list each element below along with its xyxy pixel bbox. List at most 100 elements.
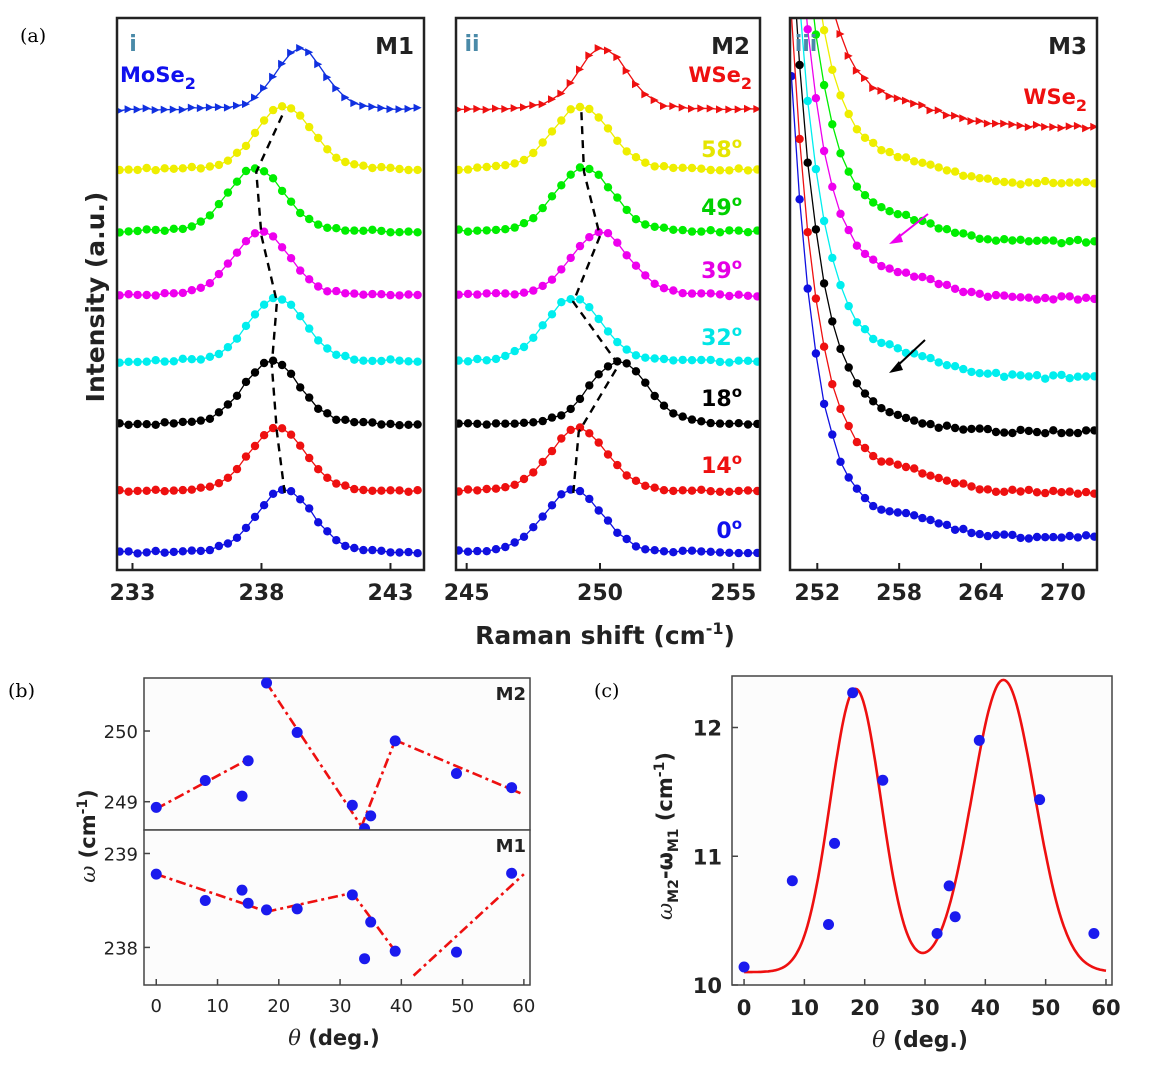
spectrum-point — [1065, 292, 1074, 301]
spectrum-point — [187, 286, 196, 295]
ref-marker — [566, 79, 575, 88]
data-point — [506, 867, 518, 879]
spectrum-point — [650, 391, 659, 401]
spectrum-point — [1041, 429, 1050, 438]
spectrum-point — [715, 228, 725, 237]
spectrum-point — [844, 421, 853, 431]
ref-marker — [877, 86, 886, 95]
spectrum-point — [650, 483, 659, 492]
ref-marker — [861, 74, 870, 83]
x-tick-label: 238 — [239, 581, 285, 606]
data-point — [150, 801, 162, 813]
spectrum-point — [178, 417, 187, 427]
ref-marker — [893, 94, 902, 103]
spectrum-point — [860, 389, 870, 398]
spectrum-point — [659, 354, 669, 364]
spectrum-point — [386, 486, 395, 495]
ref-marker — [160, 105, 169, 114]
spectrum-point — [803, 96, 812, 106]
spectrum-point — [950, 479, 960, 488]
ref-marker — [688, 104, 696, 113]
spectrum-point — [725, 291, 734, 301]
spectrum-point — [1090, 372, 1097, 381]
spectrum-point — [1041, 176, 1050, 186]
spectrum-point — [687, 356, 697, 365]
spectrum-point — [538, 321, 547, 330]
spectrum-point — [885, 457, 894, 466]
spectrum-point — [259, 501, 269, 510]
spectra — [117, 43, 422, 558]
spectrum-point — [918, 419, 927, 428]
spectrum-point — [603, 124, 613, 133]
b-xlabel-theta: θ — [288, 1026, 301, 1050]
spectrum-point — [1081, 426, 1091, 435]
ref-marker — [622, 66, 631, 75]
spectrum-point — [613, 238, 622, 247]
ref-marker — [934, 106, 943, 115]
spectrum-point — [877, 457, 886, 466]
spectrum-point — [501, 483, 510, 492]
spectrum-point — [877, 404, 886, 413]
spectrum-point — [860, 191, 870, 200]
spectrum-point — [983, 424, 992, 434]
spectrum-point — [305, 122, 314, 132]
spectrum-point — [659, 284, 669, 293]
spectrum-point — [967, 367, 976, 377]
spectrum-point — [395, 164, 404, 174]
ref-marker — [133, 105, 142, 114]
data-point — [786, 875, 798, 887]
spectrum-point — [697, 289, 706, 298]
spectrum-point — [377, 546, 386, 555]
spectrum-point — [277, 243, 287, 252]
spectrum-line-0 — [119, 489, 418, 555]
spectrum-point — [877, 203, 886, 212]
spectrum-point — [296, 111, 305, 120]
spectrum-point — [368, 486, 377, 495]
spectrum-point — [529, 523, 538, 532]
x-tick-label: 250 — [577, 581, 623, 606]
spectrum-point — [753, 357, 760, 366]
spectrum-point — [852, 484, 862, 493]
spectrum-point — [482, 162, 491, 172]
x-tick-label: 30 — [329, 996, 352, 1017]
ref-marker — [576, 65, 584, 74]
spectrum-point — [697, 355, 706, 365]
ref-marker — [604, 46, 612, 55]
spectrum-line-2 — [119, 360, 418, 426]
ref-marker — [386, 105, 395, 114]
spectrum-point — [463, 547, 473, 556]
x-tick-label: 10 — [790, 996, 819, 1020]
spectrum-point — [268, 232, 278, 241]
spectrum-point — [286, 104, 296, 113]
spectrum-point — [214, 160, 224, 170]
spectrum-point — [1024, 372, 1034, 381]
spectrum-point — [519, 288, 529, 297]
ref-marker — [706, 104, 715, 113]
data-point — [291, 726, 303, 738]
spectrum-point — [983, 235, 992, 244]
spectrum-point — [341, 541, 350, 551]
spectrum-point — [241, 523, 251, 533]
x-tick-label: 243 — [367, 581, 413, 606]
spectrum-point — [650, 546, 659, 555]
spectrum-point — [575, 423, 585, 432]
x-tick-label: 252 — [794, 581, 840, 606]
spectrum-point — [975, 369, 984, 378]
spectrum-point — [852, 125, 862, 134]
spectrum-point — [413, 420, 422, 429]
b-x-axis-label: θ (deg.) — [288, 1026, 379, 1050]
spectrum-point — [413, 486, 422, 495]
spectrum-point — [341, 415, 350, 424]
spectrum-point — [869, 451, 878, 461]
spectrum-point — [482, 547, 491, 556]
x-tick-label: 270 — [1040, 581, 1086, 606]
ref-marker — [473, 104, 482, 113]
spectrum-point — [1073, 533, 1083, 542]
spectrum-point — [926, 515, 935, 525]
spectrum-point — [547, 192, 557, 201]
spectrum-point — [852, 241, 862, 250]
spectrum-point — [1090, 426, 1097, 435]
spectrum-point — [725, 358, 734, 367]
spectrum-point — [678, 289, 687, 298]
spectrum-point — [196, 217, 205, 226]
